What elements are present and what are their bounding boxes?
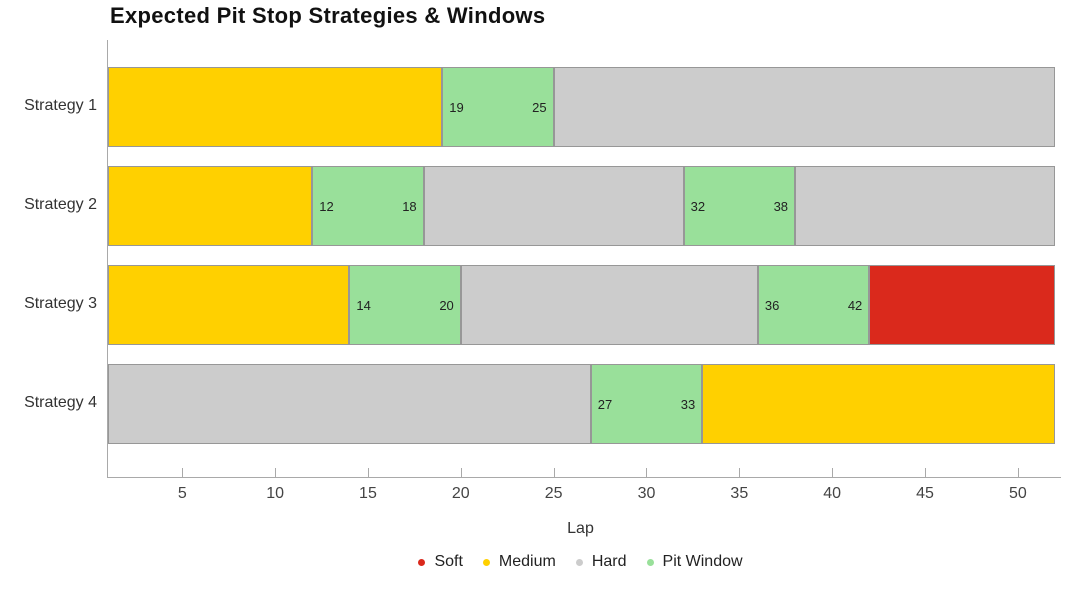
pit-window-start-label: 32: [690, 198, 706, 214]
pit-window-start-label: 27: [597, 396, 613, 412]
pit-window-end-label: 25: [532, 99, 547, 115]
y-axis-category-label: Strategy 3: [24, 295, 97, 312]
legend-item-medium[interactable]: Medium: [473, 553, 566, 571]
x-axis-tick-label: 40: [823, 485, 842, 502]
x-axis-tick-mark: [553, 468, 555, 477]
segment-hard[interactable]: [423, 166, 684, 246]
legend-item-hard[interactable]: Hard: [566, 553, 637, 571]
legend-dot-icon: [418, 558, 426, 566]
segment-pit-window[interactable]: 27 33: [590, 364, 703, 444]
pit-window-end-label: 33: [680, 396, 696, 412]
chart-title: Expected Pit Stop Strategies & Windows: [110, 3, 546, 28]
y-axis-category-label: Strategy 4: [24, 394, 97, 411]
y-axis-category-label: Strategy 2: [24, 196, 97, 213]
x-axis-tick-label: 50: [1008, 485, 1027, 502]
legend-label: Hard: [591, 553, 627, 570]
legend: Soft Medium Hard Pit Window: [107, 553, 1054, 571]
legend-label: Soft: [434, 553, 463, 570]
segment-pit-window[interactable]: 32 38: [683, 166, 796, 246]
legend-dot-icon: [482, 558, 490, 566]
strategy-bar-row: Strategy 2 12 18 32 38: [24, 166, 1061, 246]
segment-medium[interactable]: [108, 67, 443, 147]
y-axis-category-label: Strategy 1: [24, 97, 97, 114]
pit-window-start-label: 19: [449, 99, 464, 115]
legend-item-pit-window[interactable]: Pit Window: [637, 553, 753, 571]
segment-hard[interactable]: [795, 166, 1055, 246]
x-axis-title: Lap: [567, 520, 594, 537]
pit-window-start-label: 14: [356, 297, 371, 313]
x-axis-tick-label: 45: [916, 485, 934, 502]
segment-medium[interactable]: [702, 364, 1055, 444]
x-axis-tick-label: 25: [544, 485, 563, 502]
segment-soft[interactable]: [869, 265, 1055, 345]
x-axis-tick-mark: [1017, 468, 1019, 477]
segment-hard[interactable]: [553, 67, 1055, 147]
segment-pit-window[interactable]: 19 25: [442, 67, 554, 147]
x-axis-tick-label: 35: [730, 485, 749, 502]
strategy-bar-row: Strategy 4 27 33: [24, 364, 1061, 444]
x-axis-tick-label: 30: [637, 485, 656, 502]
segment-hard[interactable]: [108, 364, 591, 444]
segment-hard[interactable]: [460, 265, 758, 345]
pit-window-start-label: 36: [764, 297, 780, 313]
pit-window-end-label: 38: [773, 198, 789, 214]
segment-medium[interactable]: [108, 265, 350, 345]
x-axis-tick-mark: [182, 468, 184, 477]
x-axis-tick-mark: [832, 468, 834, 477]
x-axis-tick-mark: [925, 468, 927, 477]
legend-dot-icon: [646, 558, 654, 566]
strategy-bar-row: Strategy 1 19 25: [24, 67, 1061, 147]
x-axis-tick-mark: [646, 468, 648, 477]
x-axis-tick-mark: [275, 468, 277, 477]
strategy-bar-row: Strategy 3 14 20 36 42: [24, 265, 1061, 345]
x-axis-tick-label: 15: [359, 485, 377, 502]
segment-pit-window[interactable]: 14 20: [349, 265, 461, 345]
legend-label: Medium: [498, 553, 556, 570]
pit-window-end-label: 20: [439, 297, 454, 313]
x-axis-tick-label: 5: [177, 485, 187, 502]
x-axis-tick-label: 20: [451, 485, 470, 502]
x-axis-tick-mark: [367, 468, 369, 477]
plot-area: Strategy 1 19 25 Strategy 2 12 18 32 38 Strategy…: [24, 40, 1061, 502]
pit-window-end-label: 42: [847, 297, 863, 313]
legend-item-soft[interactable]: Soft: [408, 553, 472, 571]
pit-window-end-label: 18: [402, 198, 417, 214]
segment-medium[interactable]: [108, 166, 313, 246]
legend-dot-icon: [575, 558, 583, 566]
segment-pit-window[interactable]: 36 42: [757, 265, 870, 345]
legend-label: Pit Window: [662, 553, 743, 570]
x-axis-tick-label: 10: [266, 485, 285, 502]
x-axis-tick-mark: [460, 468, 462, 477]
pit-window-start-label: 12: [319, 198, 334, 214]
x-axis-tick-mark: [739, 468, 741, 477]
segment-pit-window[interactable]: 12 18: [312, 166, 424, 246]
